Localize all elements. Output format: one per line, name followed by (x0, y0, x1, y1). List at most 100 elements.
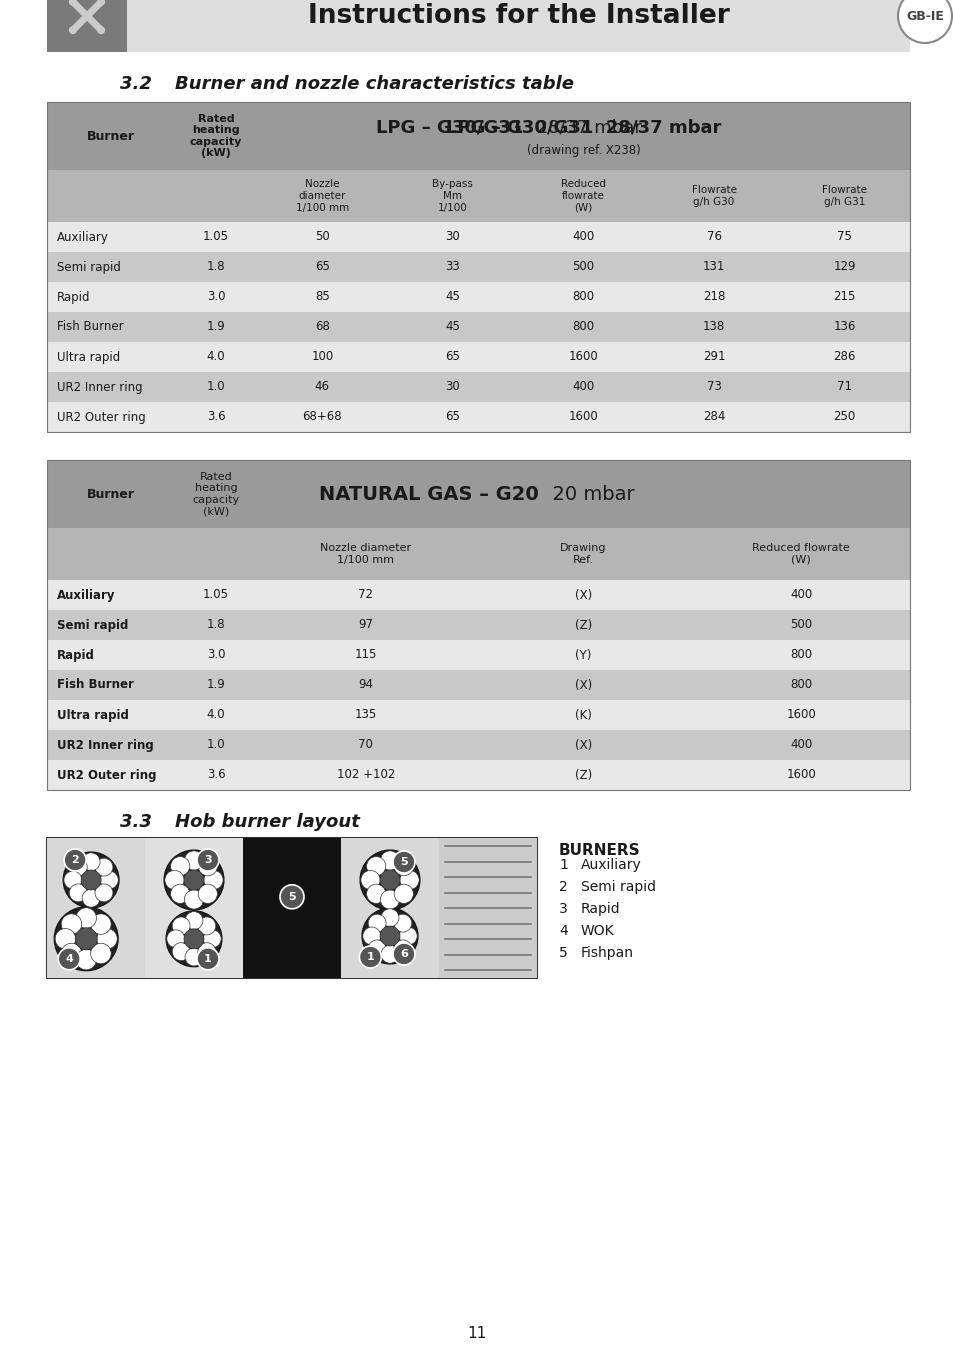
Circle shape (81, 869, 101, 890)
Text: 3.6: 3.6 (207, 768, 225, 781)
Text: 400: 400 (572, 380, 594, 393)
Circle shape (359, 850, 419, 910)
Bar (47, 101, 909, 433)
Circle shape (82, 890, 100, 907)
Circle shape (393, 942, 415, 965)
Circle shape (164, 850, 224, 910)
Circle shape (58, 948, 80, 969)
Text: 68: 68 (314, 320, 330, 334)
Text: 1600: 1600 (785, 708, 815, 722)
Circle shape (61, 914, 82, 934)
Circle shape (203, 930, 221, 948)
Text: 284: 284 (702, 411, 724, 423)
Text: 30: 30 (445, 230, 459, 243)
Text: Flowrate
g/h G31: Flowrate g/h G31 (821, 185, 866, 207)
Text: 800: 800 (789, 679, 811, 691)
Text: Rated
heating
capacity
(kW): Rated heating capacity (kW) (190, 114, 242, 158)
Circle shape (55, 929, 75, 949)
Text: 1: 1 (204, 953, 212, 964)
Text: 1600: 1600 (568, 350, 598, 364)
Text: 65: 65 (314, 261, 330, 273)
Text: 131: 131 (702, 261, 724, 273)
Text: Fish Burner: Fish Burner (57, 679, 133, 691)
Circle shape (64, 849, 86, 871)
Bar (47, 312, 909, 342)
Circle shape (100, 871, 118, 890)
Bar (779, 170, 909, 222)
Text: 100: 100 (311, 350, 334, 364)
Circle shape (198, 857, 217, 876)
Text: 76: 76 (706, 230, 720, 243)
Circle shape (394, 857, 413, 876)
Text: 1600: 1600 (785, 768, 815, 781)
Bar (340, 838, 438, 977)
Bar (174, 101, 256, 170)
Text: 1.05: 1.05 (203, 230, 229, 243)
Text: 136: 136 (833, 320, 855, 334)
Text: Rapid: Rapid (57, 649, 94, 661)
Bar (256, 170, 387, 222)
Text: 1.8: 1.8 (207, 618, 225, 631)
Circle shape (75, 927, 97, 950)
Bar (145, 838, 243, 977)
Bar (47, 639, 909, 671)
Text: 3.2: 3.2 (120, 74, 152, 93)
Circle shape (197, 917, 215, 934)
Text: Fish Burner: Fish Burner (57, 320, 124, 334)
Circle shape (359, 946, 381, 968)
Bar (47, 170, 174, 222)
Circle shape (95, 859, 112, 876)
Text: UR2 Outer ring: UR2 Outer ring (57, 768, 156, 781)
Text: 291: 291 (702, 350, 724, 364)
Circle shape (64, 871, 82, 890)
Text: 72: 72 (358, 588, 373, 602)
Text: 2: 2 (558, 880, 567, 894)
Text: Drawing
Ref.: Drawing Ref. (559, 544, 606, 565)
Bar (47, 580, 909, 610)
Text: (X): (X) (575, 588, 592, 602)
Text: 400: 400 (789, 738, 811, 752)
Text: Nozzle diameter
1/100 mm: Nozzle diameter 1/100 mm (320, 544, 411, 565)
Text: 250: 250 (833, 411, 855, 423)
Text: Auxiliary: Auxiliary (57, 588, 115, 602)
Bar (47, 222, 909, 251)
Text: 3.0: 3.0 (207, 649, 225, 661)
Text: (X): (X) (575, 738, 592, 752)
Circle shape (184, 869, 204, 890)
Text: Semi rapid: Semi rapid (580, 880, 656, 894)
Text: 1.05: 1.05 (203, 588, 229, 602)
Text: Auxiliary: Auxiliary (57, 230, 109, 243)
Circle shape (96, 929, 117, 949)
Bar (47, 460, 909, 790)
Circle shape (166, 911, 222, 967)
Text: 68+68: 68+68 (302, 411, 342, 423)
Text: UR2 Inner ring: UR2 Inner ring (57, 738, 153, 752)
Bar (256, 529, 475, 580)
Text: 102 +102: 102 +102 (336, 768, 395, 781)
Text: Ultra rapid: Ultra rapid (57, 708, 129, 722)
Bar (47, 402, 909, 433)
Text: 65: 65 (445, 411, 460, 423)
Text: 2: 2 (71, 854, 79, 865)
Text: Reduced
flowrate
(W): Reduced flowrate (W) (560, 180, 605, 212)
Circle shape (368, 914, 386, 932)
Text: GB-IE: GB-IE (905, 9, 943, 23)
Circle shape (394, 884, 413, 903)
Text: 50: 50 (314, 230, 330, 243)
Bar (174, 460, 256, 529)
Text: 94: 94 (358, 679, 373, 691)
Text: 800: 800 (789, 649, 811, 661)
Text: 6: 6 (399, 949, 408, 959)
Bar (47, 342, 909, 372)
Text: By-pass
Mm
1/100: By-pass Mm 1/100 (432, 180, 473, 212)
Circle shape (366, 857, 385, 876)
Text: 218: 218 (702, 291, 724, 303)
Text: 129: 129 (833, 261, 855, 273)
Circle shape (184, 890, 203, 909)
Text: 45: 45 (445, 291, 460, 303)
Text: 500: 500 (572, 261, 594, 273)
Text: 400: 400 (789, 588, 811, 602)
Bar (47, 460, 174, 529)
Circle shape (97, 0, 105, 5)
Text: 3: 3 (204, 854, 212, 865)
